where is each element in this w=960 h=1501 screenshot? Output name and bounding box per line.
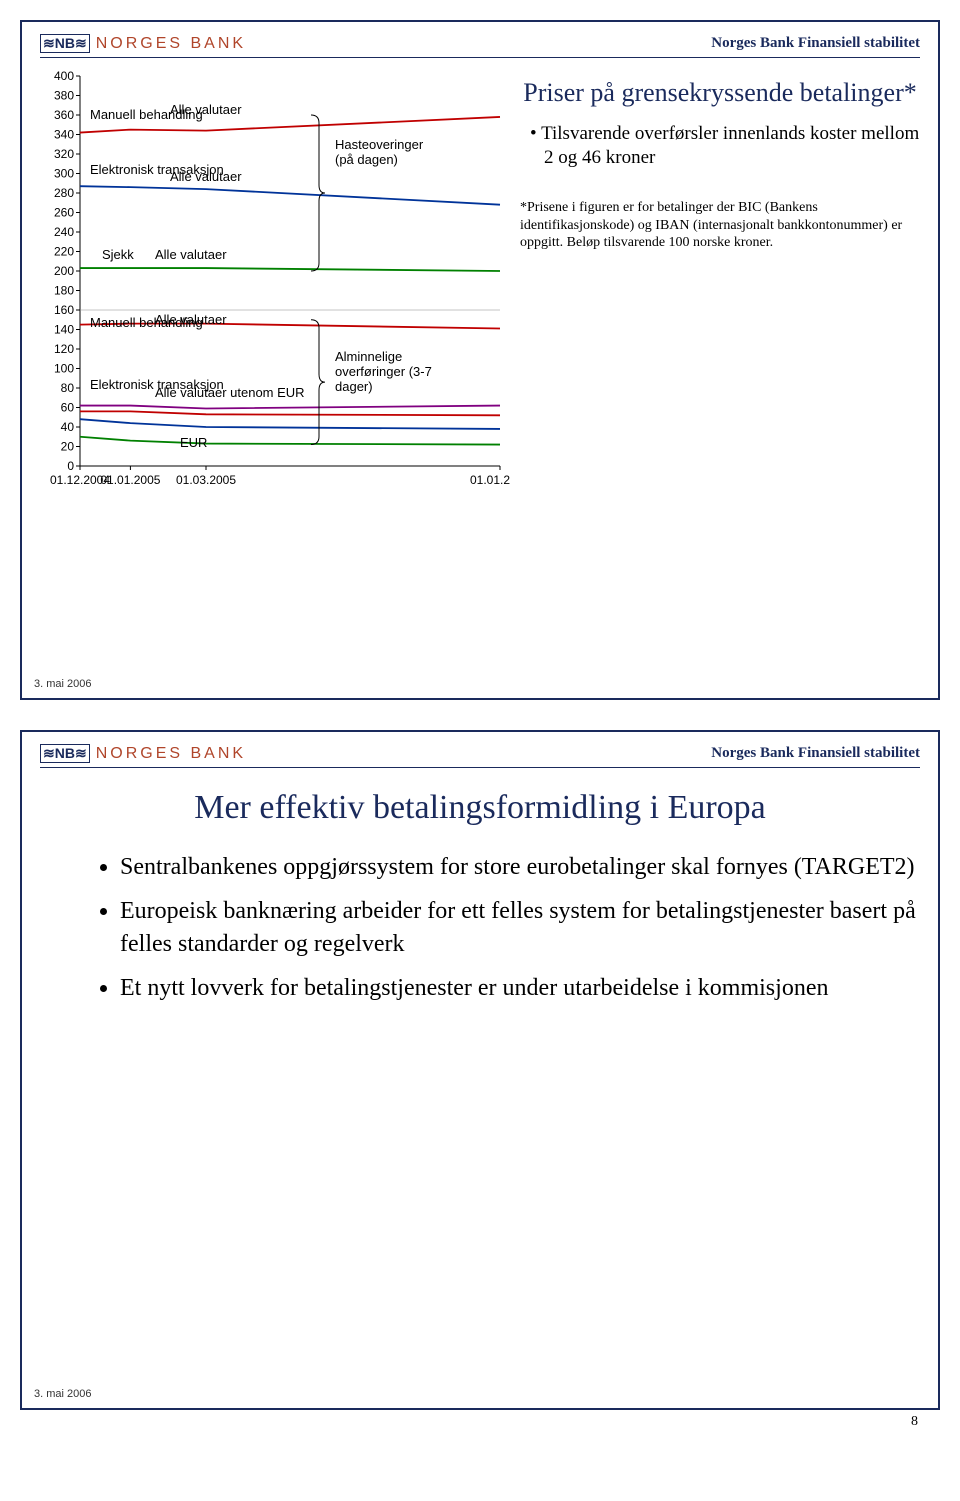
svg-text:0: 0: [67, 459, 74, 473]
slide2-title: Mer effektiv betalingsformidling i Europ…: [40, 788, 920, 827]
svg-text:60: 60: [61, 401, 75, 415]
date-footer-2: 3. mai 2006: [34, 1388, 91, 1400]
svg-text:380: 380: [54, 89, 74, 103]
slide1-bullet-text: Tilsvarende overførsler innenlands koste…: [541, 123, 919, 168]
svg-text:400: 400: [54, 69, 74, 83]
label-alle-4: Alle valutaer: [155, 313, 227, 328]
svg-text:180: 180: [54, 284, 74, 298]
label-alle-utenom: Alle valutaer utenom EUR: [155, 386, 305, 401]
svg-text:20: 20: [61, 440, 75, 454]
label-alm: Alminnelige overføringer (3-7 dager): [335, 350, 445, 395]
svg-text:220: 220: [54, 245, 74, 259]
slide1-footnote: *Prisene i figuren er for betalinger der…: [520, 199, 920, 252]
slide2-bullet-1: Sentralbankenes oppgjørssystem for store…: [120, 851, 920, 883]
svg-text:240: 240: [54, 225, 74, 239]
slide2-bullets: Sentralbankenes oppgjørssystem for store…: [80, 851, 920, 1005]
slide-header: ≋NB≋ NORGES BANK Norges Bank Finansiell …: [40, 34, 920, 58]
svg-text:360: 360: [54, 108, 74, 122]
svg-text:80: 80: [61, 381, 75, 395]
logo-text: NORGES BANK: [96, 35, 246, 53]
svg-text:320: 320: [54, 147, 74, 161]
svg-text:300: 300: [54, 167, 74, 181]
svg-text:280: 280: [54, 186, 74, 200]
price-chart: 0 20 40 60 80 100 120 140 160 180 200 220 240 260 280 3…: [40, 68, 510, 508]
label-alle-1: Alle valutaer: [170, 103, 242, 118]
svg-text:260: 260: [54, 206, 74, 220]
chart-svg: 0 20 40 60 80 100 120 140 160 180 200 220 240 260 280 3…: [40, 68, 510, 508]
logo: ≋NB≋ NORGES BANK: [40, 34, 246, 53]
logo-code: ≋NB≋: [40, 34, 90, 53]
slide1-bullet: • Tilsvarende overførsler innenlands kos…: [530, 122, 920, 170]
label-haste: Hasteoveringer (på dagen): [335, 138, 445, 168]
slide-2: ≋NB≋ NORGES BANK Norges Bank Finansiell …: [20, 730, 940, 1410]
slide2-bullet-2: Europeisk banknæring arbeider for ett fe…: [120, 895, 920, 960]
slide2-bullet-3: Et nytt lovverk for betalingstjenester e…: [120, 972, 920, 1004]
label-eur: EUR: [180, 436, 207, 451]
svg-text:40: 40: [61, 420, 75, 434]
page-number: 8: [911, 1414, 918, 1430]
svg-text:140: 140: [54, 323, 74, 337]
date-footer-1: 3. mai 2006: [34, 678, 91, 690]
header-subtitle-2: Norges Bank Finansiell stabilitet: [711, 745, 920, 762]
svg-text:120: 120: [54, 342, 74, 356]
header-subtitle: Norges Bank Finansiell stabilitet: [711, 35, 920, 52]
svg-text:100: 100: [54, 362, 74, 376]
slide1-title: Priser på grensekryssende betalinger*: [520, 78, 920, 108]
slide1-right-column: Priser på grensekryssende betalinger* • …: [520, 68, 920, 508]
label-alle-3: Alle valutaer: [155, 248, 227, 263]
label-sjekk: Sjekk: [102, 248, 134, 263]
svg-text:160: 160: [54, 303, 74, 317]
svg-text:01.01.2006: 01.01.2006: [470, 473, 510, 487]
svg-text:01.01.2005: 01.01.2005: [100, 473, 160, 487]
label-alle-2: Alle valutaer: [170, 170, 242, 185]
slide-header-2: ≋NB≋ NORGES BANK Norges Bank Finansiell …: [40, 744, 920, 768]
logo-code-2: ≋NB≋: [40, 744, 90, 763]
logo-2: ≋NB≋ NORGES BANK: [40, 744, 246, 763]
svg-text:200: 200: [54, 264, 74, 278]
svg-text:340: 340: [54, 128, 74, 142]
svg-text:01.03.2005: 01.03.2005: [176, 473, 236, 487]
slide-1: ≋NB≋ NORGES BANK Norges Bank Finansiell …: [20, 20, 940, 700]
slide1-body: 0 20 40 60 80 100 120 140 160 180 200 220 240 260 280 3…: [40, 68, 920, 508]
logo-text-2: NORGES BANK: [96, 745, 246, 763]
